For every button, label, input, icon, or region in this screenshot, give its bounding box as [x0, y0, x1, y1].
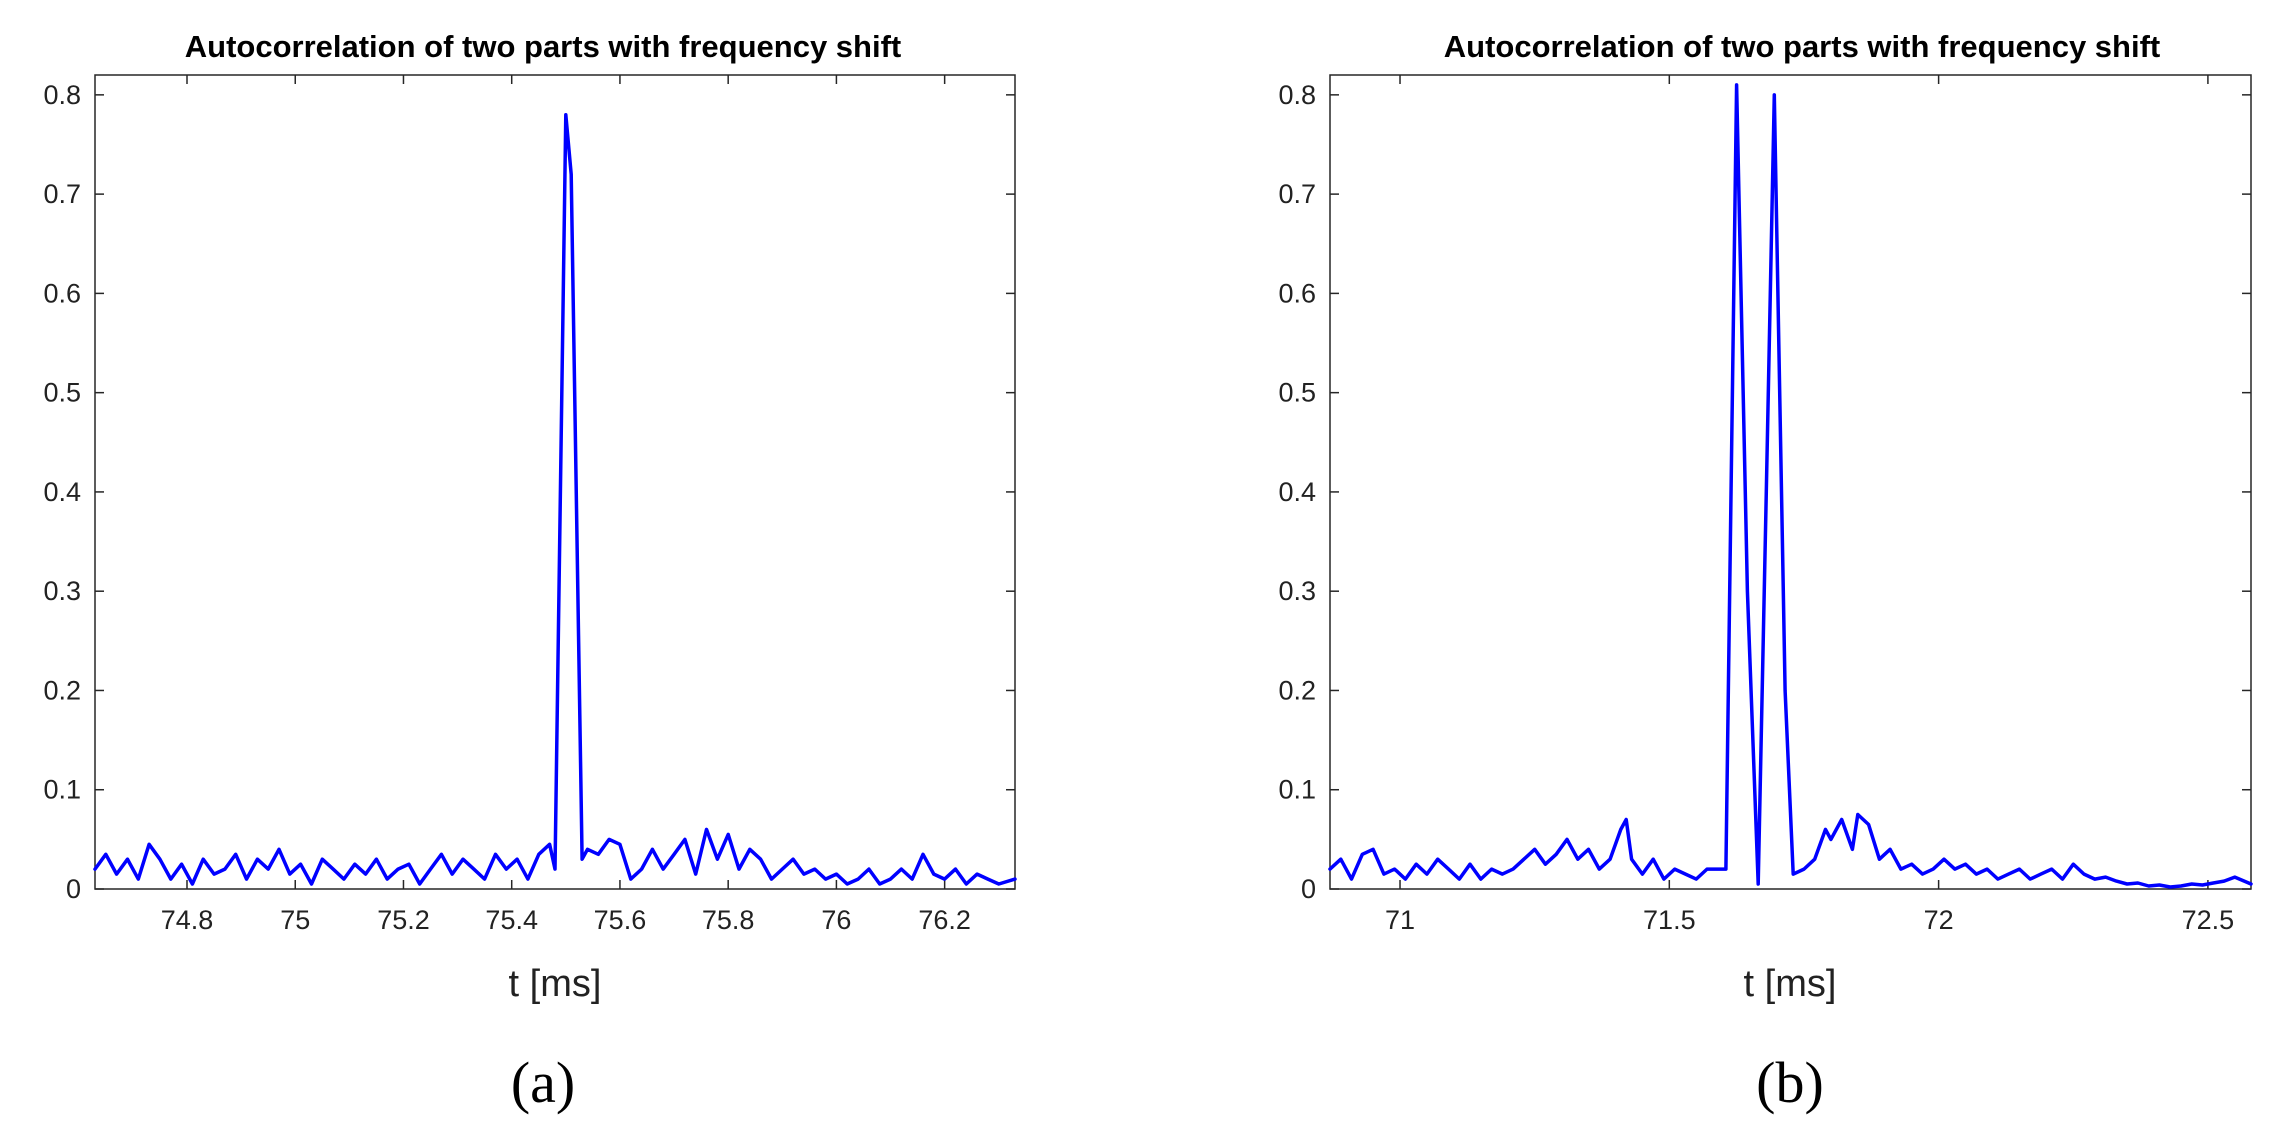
chart-a-x-axis-label: t [ms] — [509, 963, 602, 1005]
chart-a-y-tick-label: 0.6 — [43, 278, 81, 308]
chart-a-x-tick-label: 75.8 — [702, 905, 755, 935]
chart-panel-a: Autocorrelation of two parts with freque… — [43, 29, 1017, 1115]
chart-a-y-tick-label: 0.4 — [43, 477, 81, 507]
chart-a-y-tick-label: 0.3 — [43, 576, 81, 606]
chart-b-x-tick-label: 72.5 — [2182, 905, 2235, 935]
chart-panel-b: Autocorrelation of two parts with freque… — [1278, 29, 2253, 1115]
chart-b-x-tick-label: 71.5 — [1643, 905, 1696, 935]
chart-b-y-tick-label: 0.1 — [1278, 775, 1316, 805]
panel-label-a: (a) — [511, 1050, 575, 1115]
chart-a-y-tick-label: 0.7 — [43, 179, 81, 209]
chart-b-y-tick-label: 0.7 — [1278, 179, 1316, 209]
chart-a-y-tick-label: 0.8 — [43, 80, 81, 110]
chart-b-title: Autocorrelation of two parts with freque… — [1444, 29, 2160, 64]
chart-a-y-tick-label: 0 — [66, 874, 81, 904]
panel-label-b: (b) — [1756, 1050, 1824, 1115]
chart-a-x-tick-label: 75.4 — [485, 905, 538, 935]
chart-a-y-tick-label: 0.2 — [43, 675, 81, 705]
chart-a-plot-area — [94, 74, 1016, 890]
chart-b-y-tick-label: 0.3 — [1278, 576, 1316, 606]
chart-a-x-tick-label: 75.6 — [594, 905, 647, 935]
chart-b-y-tick-label: 0 — [1301, 874, 1316, 904]
chart-a-x-tick-label: 75 — [280, 905, 310, 935]
chart-a-x-tick-label: 74.8 — [161, 905, 214, 935]
chart-b-y-tick-label: 0.6 — [1278, 278, 1316, 308]
chart-a-y-ticks: 0 0.1 0.2 0.3 0.4 0.5 0.6 0.7 0.8 — [43, 80, 1015, 904]
chart-b-plot-area — [1329, 74, 2252, 890]
chart-a-y-tick-label: 0.1 — [43, 775, 81, 805]
chart-a-x-ticks: 74.8 75 75.2 75.4 75.6 75.8 76 76.2 — [161, 75, 971, 935]
chart-a-title: Autocorrelation of two parts with freque… — [185, 29, 901, 64]
chart-b-x-tick-label: 71 — [1385, 905, 1415, 935]
chart-b-y-tick-label: 0.8 — [1278, 80, 1316, 110]
chart-a-y-tick-label: 0.5 — [43, 378, 81, 408]
chart-b-y-tick-label: 0.4 — [1278, 477, 1316, 507]
chart-b-series-line — [1328, 83, 2253, 889]
chart-b-y-tick-label: 0.5 — [1278, 378, 1316, 408]
chart-a-x-tick-label: 75.2 — [377, 905, 430, 935]
chart-b-x-ticks: 71 71.5 72 72.5 — [1385, 75, 2234, 935]
chart-a-series-line — [93, 112, 1017, 886]
chart-b-y-ticks: 0 0.1 0.2 0.3 0.4 0.5 0.6 0.7 0.8 — [1278, 80, 2251, 904]
chart-b-y-tick-label: 0.2 — [1278, 675, 1316, 705]
chart-a-x-tick-label: 76 — [821, 905, 851, 935]
chart-b-x-axis-label: t [ms] — [1744, 963, 1837, 1005]
chart-a-x-tick-label: 76.2 — [918, 905, 971, 935]
chart-b-x-tick-label: 72 — [1924, 905, 1954, 935]
